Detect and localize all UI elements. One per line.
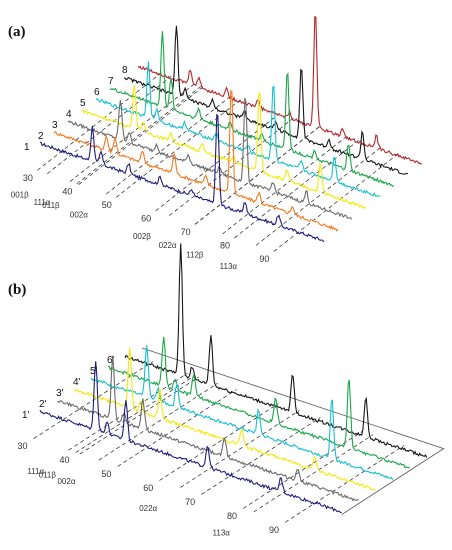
grid-guide-line: [68, 372, 188, 451]
x-tick-label: 50: [101, 469, 111, 479]
grid-guide-line: [76, 84, 203, 185]
grid-guide-line: [253, 434, 373, 513]
grid-guide-line: [117, 389, 237, 467]
grid-guide-line: [159, 403, 279, 481]
grid-guide-line: [234, 138, 361, 239]
grid-guide-line: [243, 431, 363, 509]
grid-guide-line: [69, 82, 197, 182]
grid-guide-line: [98, 382, 218, 461]
grid-guide-line: [201, 417, 321, 495]
grid-guide-line: [194, 125, 322, 225]
grid-guide-line: [222, 134, 349, 235]
peak-label: 011β: [39, 471, 57, 480]
series-line: [137, 15, 422, 165]
series-line: [39, 113, 325, 243]
series-label: 2: [38, 131, 44, 142]
x-tick-label: 60: [141, 213, 151, 223]
x-tick-label: 60: [143, 483, 153, 493]
x-tick-label: 90: [259, 254, 269, 264]
series-label: 6: [94, 87, 100, 98]
grid-guide-line: [106, 94, 233, 195]
peak-label: 002β: [133, 232, 151, 241]
series-label: 1: [24, 142, 30, 153]
panel-b-label: (b): [8, 282, 26, 298]
peak-label: 113α: [213, 529, 231, 538]
series-line: [53, 89, 339, 232]
series-label: 3': [56, 388, 64, 399]
series-label: 3: [52, 120, 58, 131]
x-tick-label: 70: [181, 227, 191, 237]
peak-label: 002α: [70, 211, 88, 220]
series-line: [90, 345, 394, 481]
x-tick-label: 70: [185, 497, 195, 507]
grid-guide-line: [46, 74, 174, 175]
x-tick-label: 30: [18, 441, 28, 451]
series-line: [95, 61, 381, 198]
peak-label: 022α: [139, 504, 157, 513]
series-line: [81, 84, 367, 210]
panel-a-label: (a): [8, 24, 26, 40]
series-label: 6': [107, 355, 115, 366]
grid-guide-line: [255, 146, 383, 246]
series-line: [39, 361, 342, 514]
x-tick-label: 80: [220, 241, 230, 251]
series-label: 1': [22, 410, 30, 421]
grid-guide-line: [180, 410, 300, 488]
series-label: 4: [66, 109, 72, 120]
peak-label: 112β: [186, 250, 204, 259]
series-label: 4': [73, 377, 81, 388]
series-label: 2': [39, 399, 47, 410]
panel-b: (b) 6' 5' 4' 3' 2' 1' 30 40 50 60 70 80 90 111α011β00…: [8, 243, 445, 538]
peak-label: 111α: [27, 467, 44, 476]
series-label: 7: [108, 76, 114, 87]
series-line: [109, 31, 395, 188]
peak-label: 001β: [11, 190, 29, 199]
series-line: [124, 243, 428, 458]
x-tick-label: 40: [62, 186, 72, 196]
series-line: [123, 25, 409, 175]
grid-guide-line: [284, 445, 405, 523]
grid-guide-line: [115, 98, 243, 198]
peak-label: 022α: [159, 241, 177, 250]
series-label: 8: [122, 65, 128, 76]
grid-guide-line: [75, 375, 195, 453]
x-tick-label: 90: [269, 525, 279, 535]
peak-label: 111α: [34, 198, 51, 207]
x-tick-label: 50: [102, 200, 112, 210]
series-label: 5': [90, 366, 98, 377]
x-tick-label: 40: [59, 455, 69, 465]
x-tick-label: 30: [23, 173, 33, 183]
x-tick-label: 80: [227, 511, 237, 521]
grid-guide-line: [79, 376, 200, 455]
peak-label: 002α: [57, 477, 75, 486]
grid-guide-line: [273, 152, 401, 252]
peak-label: 113α: [220, 262, 238, 271]
grid-guide-line: [78, 85, 205, 185]
axis-frame: [141, 347, 445, 515]
series-label: 5: [80, 98, 86, 109]
series-line: [56, 355, 359, 502]
series-line: [108, 336, 410, 469]
peak-label: 011β: [42, 201, 60, 210]
grid-guide-line: [37, 71, 164, 171]
grid-guide-line: [169, 116, 296, 216]
